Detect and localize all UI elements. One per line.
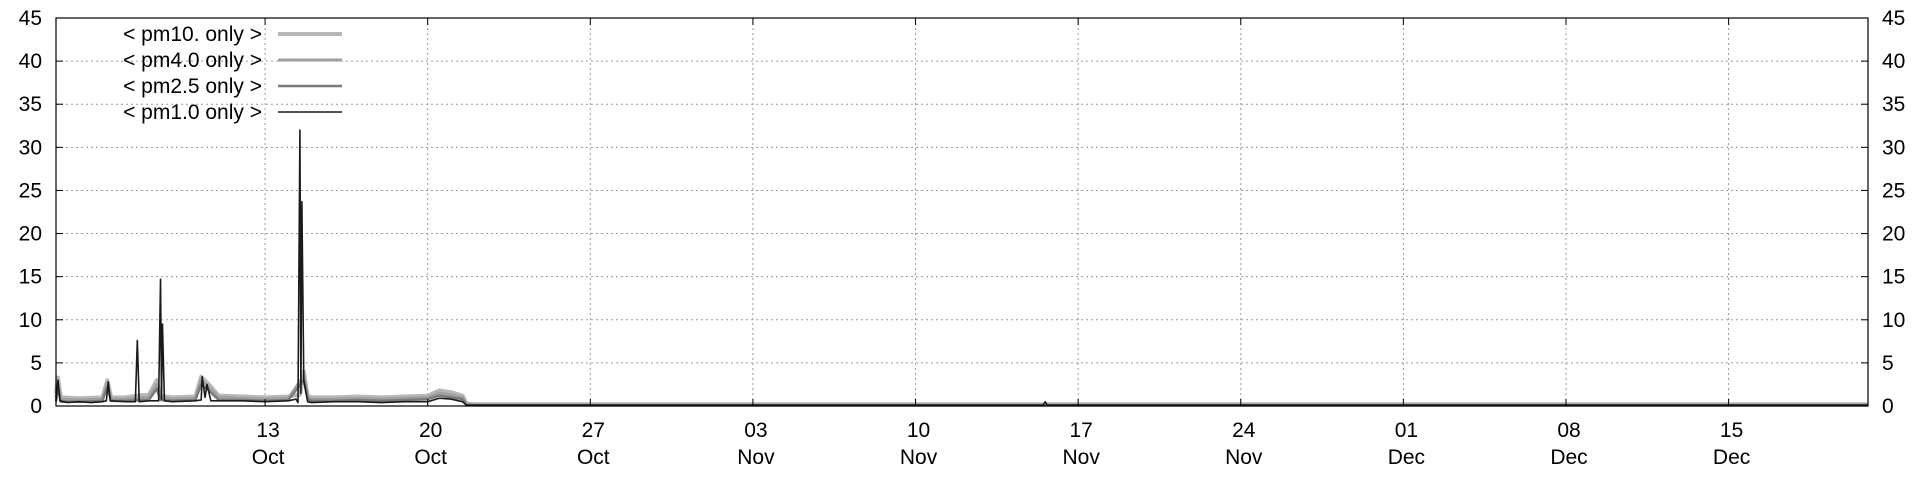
y-tick-label-left: 45 — [19, 7, 42, 30]
x-tick-label-day: 15 — [1720, 419, 1743, 442]
series-group — [54, 129, 1868, 407]
y-tick-label-left: 30 — [19, 136, 42, 159]
y-tick-label-right: 0 — [1882, 395, 1894, 418]
y-tick-label-left: 15 — [19, 266, 42, 289]
x-tick-label-day: 13 — [256, 419, 279, 442]
x-tick-label-month: Dec — [1388, 446, 1425, 469]
x-tick-label-month: Nov — [1062, 446, 1100, 469]
y-tick-label-right: 25 — [1882, 179, 1905, 202]
y-tick-label-right: 10 — [1882, 309, 1905, 332]
x-tick-label-month: Dec — [1713, 446, 1750, 469]
axes: 0 0 5 5 10 10 15 15 20 20 25 25 30 30 35 35 40 40 45 45 13 Oc… — [19, 7, 1906, 469]
x-tick-label-month: Nov — [737, 446, 775, 469]
legend-label-2: < pm4.0 only > — [123, 49, 262, 72]
x-tick-label-month: Oct — [414, 446, 447, 469]
legend-label-3: < pm2.5 only > — [123, 75, 262, 98]
y-tick-label-right: 15 — [1882, 266, 1905, 289]
x-tick-label-month: Oct — [577, 446, 610, 469]
y-tick-label-left: 0 — [30, 395, 42, 418]
y-tick-label-right: 30 — [1882, 136, 1905, 159]
legend-label-1: < pm10. only > — [123, 23, 262, 46]
x-tick-label-month: Dec — [1550, 446, 1587, 469]
x-tick-label-month: Oct — [252, 446, 285, 469]
legend-label-4: < pm1.0 only > — [123, 101, 262, 124]
x-tick-label-day: 24 — [1232, 419, 1256, 442]
y-tick-label-right: 40 — [1882, 50, 1905, 73]
y-tick-label-right: 35 — [1882, 93, 1905, 116]
x-tick-label-day: 01 — [1395, 419, 1418, 442]
x-tick-label-day: 20 — [419, 419, 442, 442]
x-tick-label-day: 08 — [1557, 419, 1580, 442]
legend: < pm10. only > < pm4.0 only > < pm2.5 only… — [123, 23, 342, 124]
y-tick-label-right: 5 — [1882, 352, 1894, 375]
x-tick-label-month: Nov — [900, 446, 938, 469]
y-tick-label-right: 20 — [1882, 223, 1905, 246]
y-tick-label-left: 20 — [19, 223, 42, 246]
y-tick-label-left: 10 — [19, 309, 42, 332]
plot-frame — [55, 17, 1869, 407]
x-tick-label-day: 10 — [907, 419, 930, 442]
x-tick-label-day: 03 — [744, 419, 767, 442]
y-tick-label-left: 40 — [19, 50, 42, 73]
y-tick-label-left: 5 — [30, 352, 42, 375]
series-line-4 — [55, 129, 1868, 406]
x-tick-label-day: 17 — [1069, 419, 1092, 442]
x-tick-label-day: 27 — [582, 419, 605, 442]
y-tick-label-left: 35 — [19, 93, 42, 116]
x-tick-label-month: Nov — [1225, 446, 1263, 469]
y-tick-label-left: 25 — [19, 179, 42, 202]
grid — [56, 18, 1868, 406]
y-tick-label-right: 45 — [1882, 7, 1905, 30]
